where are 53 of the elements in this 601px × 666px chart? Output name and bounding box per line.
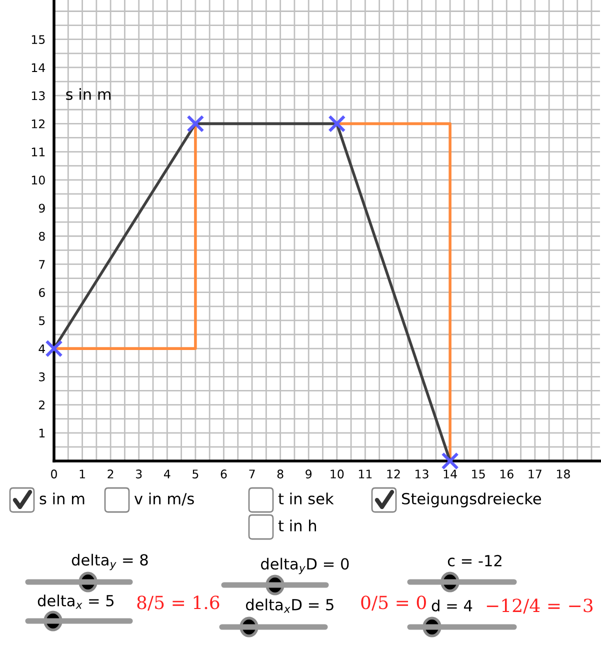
x-tick-label: 11 (358, 470, 372, 478)
y-tick-label: 14 (32, 63, 46, 72)
x-tick-label: 4 (164, 470, 170, 478)
y-tick-label: 2 (39, 400, 44, 410)
x-tick-label: 14 (444, 470, 457, 478)
y-axis-title: s in m (66, 88, 110, 100)
text: 0/5 = 0 (361, 596, 426, 611)
point (441, 452, 459, 470)
text: delta$_{x}$D = 5 (246, 598, 334, 613)
x-tick-label: 8 (277, 470, 284, 478)
y-tick-label: 9 (38, 204, 45, 213)
text: s in m (40, 492, 84, 504)
x-tick-label: 10 (330, 470, 344, 478)
x-tick-label: 5 (192, 470, 198, 478)
x-tick-label: 15 (472, 470, 485, 478)
text: t in sek (278, 492, 334, 504)
y-tick-label: 8 (38, 232, 45, 241)
y-tick-label: 3 (39, 372, 45, 382)
text: delta$_{y}$ = 8 (72, 554, 148, 570)
y-tick-label: 15 (32, 35, 45, 44)
x-tick-label: 9 (306, 470, 312, 478)
x-tick-label: 6 (220, 470, 227, 478)
x-tick-label: 1 (80, 470, 85, 478)
x-tick-label: 2 (108, 470, 114, 478)
y-tick-label: 13 (32, 91, 45, 100)
text: 8/5 = 1.6 (137, 596, 220, 611)
x-tick-label: 7 (249, 470, 255, 478)
x-tick-label: 17 (528, 470, 542, 478)
point (328, 114, 346, 132)
y-tick-label: 5 (39, 316, 45, 326)
y-tick-label: 10 (32, 176, 45, 185)
x-tick-label: 18 (557, 470, 570, 478)
text: t in h (278, 520, 316, 532)
text: Steigungsdreiecke (402, 492, 542, 508)
point (45, 340, 63, 358)
text: c = -12 (448, 554, 502, 566)
y-tick-label: 12 (32, 119, 44, 128)
x-tick-label: 3 (136, 470, 142, 478)
text: delta$_{y}$D = 0 (261, 558, 349, 574)
y-tick-label: 7 (39, 260, 45, 269)
point (186, 114, 204, 132)
text: v in m/s (134, 492, 194, 506)
x-tick-label: 12 (387, 470, 400, 478)
y-tick-label: 6 (38, 288, 45, 297)
x-tick-label: 0 (51, 470, 57, 478)
text: delta$_{x}$ = 5 (38, 594, 114, 609)
y-tick-label: 11 (32, 148, 45, 156)
y-tick-label: 4 (38, 344, 46, 354)
y-tick-label: 1 (39, 428, 45, 438)
text: d = 4 (432, 600, 472, 612)
x-tick-label: 16 (500, 470, 514, 478)
text: −12/4 = −3 (486, 598, 593, 614)
x-tick-label: 13 (416, 470, 428, 478)
